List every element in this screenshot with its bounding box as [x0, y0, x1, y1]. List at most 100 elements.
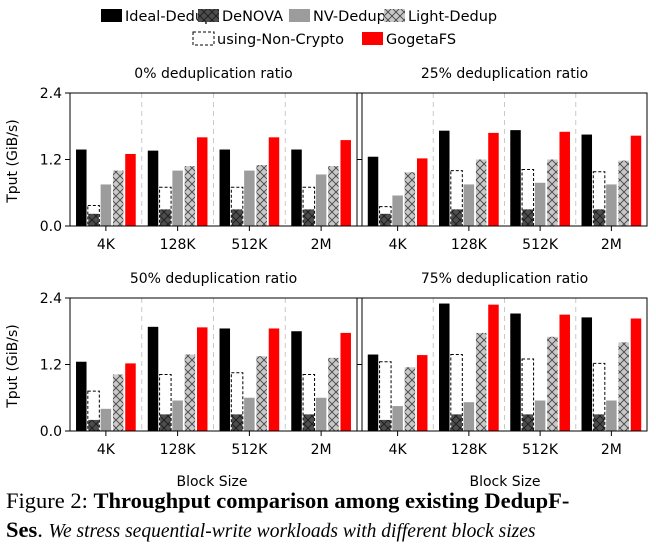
bar-nv-dedup-2m	[606, 184, 617, 226]
bar-ideal-dedup-512k	[219, 149, 231, 226]
y-axis-label: Tput (GiB/s)	[5, 119, 21, 204]
legend-swatch	[198, 9, 219, 22]
bar-nv-dedup-4k	[100, 184, 112, 226]
chart-panels: 0.0 1.2 2.4 4K 128K 512K 2M 0% deduplication ra…	[40, 66, 648, 458]
legend-entry-denova: DeNOVA	[198, 9, 283, 25]
bar-ideal-dedup-2m	[581, 317, 593, 431]
x-tick-label: 128K	[160, 237, 197, 253]
bar-light-dedup-2m	[618, 342, 629, 431]
x-tick-label: 4K	[97, 442, 116, 458]
bar-ideal-dedup-512k	[510, 313, 521, 431]
bar-gogetafs-512k	[268, 328, 280, 431]
x-tick-label: 128K	[451, 237, 488, 253]
bar-using-non-crypto-512k	[521, 358, 535, 432]
bar-light-dedup-4k	[112, 170, 124, 226]
bar-ideal-dedup-128k	[439, 130, 450, 226]
bar-light-dedup-128k	[184, 166, 196, 226]
bar-light-dedup-2m	[618, 160, 629, 226]
bar-light-dedup-4k	[404, 172, 416, 226]
panel-title: 50% deduplication ratio	[130, 271, 297, 287]
panel-25-deduplication-ratio: 4K 128K 512K 2M 25% deduplication ratio	[357, 66, 648, 253]
bar-denova-128k	[160, 209, 171, 227]
bar-ideal-dedup-4k	[367, 156, 379, 226]
bar-ideal-dedup-512k	[219, 328, 231, 431]
bar-nv-dedup-128k	[463, 184, 475, 226]
legend-swatch	[289, 9, 310, 22]
x-axis-label: Block Size	[176, 474, 247, 490]
panel-50-deduplication-ratio: 0.0 1.2 2.4 4K 128K 512K 2M 50% deduplication r…	[40, 271, 358, 458]
caption-note: We stress sequential-write workloads wit…	[48, 521, 536, 542]
bar-light-dedup-128k	[475, 159, 487, 226]
bar-gogetafs-2m	[630, 318, 642, 431]
panel-0-deduplication-ratio: 0.0 1.2 2.4 4K 128K 512K 2M 0% deduplication ra…	[40, 66, 358, 253]
bar-gogetafs-4k	[125, 153, 136, 226]
bar-light-dedup-2m	[328, 166, 339, 226]
legend-entry-light-dedup: Light-Dedup	[384, 9, 497, 25]
bar-denova-4k	[88, 419, 99, 431]
legend-label: GogetaFS	[386, 32, 456, 48]
bar-light-dedup-512k	[547, 336, 558, 431]
bar-denova-512k	[231, 414, 243, 432]
bar-gogetafs-4k	[125, 363, 136, 431]
x-tick-label: 512K	[522, 442, 559, 458]
bar-light-dedup-128k	[184, 354, 196, 431]
bar-nv-dedup-2m	[315, 174, 327, 226]
bar-light-dedup-512k	[256, 356, 267, 431]
x-axis-label: Block Size	[469, 474, 540, 490]
bar-using-non-crypto-128k	[450, 354, 463, 432]
bar-gogetafs-128k	[196, 327, 208, 431]
figure: Ideal-Dedup DeNOVA NV-Dedup Light-Dedup usin…	[5, 9, 648, 490]
x-tick-label: 2M	[311, 442, 332, 458]
bar-denova-128k	[160, 414, 171, 432]
bar-denova-2m	[303, 414, 315, 432]
bar-ideal-dedup-2m	[581, 134, 593, 226]
bar-using-non-crypto-128k	[159, 373, 172, 432]
bar-light-dedup-128k	[475, 332, 487, 431]
bar-gogetafs-128k	[488, 132, 499, 226]
legend-swatch	[362, 32, 383, 45]
legend-entry-ideal-dedup: Ideal-Dedup	[101, 9, 213, 25]
bar-gogetafs-4k	[416, 355, 428, 431]
bar-denova-4k	[380, 419, 391, 431]
bar-nv-dedup-128k	[172, 170, 183, 226]
y-tick-label: 0.0	[40, 424, 62, 440]
panel-title: 75% deduplication ratio	[421, 271, 588, 287]
panel-75-deduplication-ratio: 4K 128K 512K 2M 75% deduplication ratio	[357, 271, 648, 458]
bar-nv-dedup-128k	[172, 400, 183, 431]
x-tick-label: 128K	[451, 442, 488, 458]
bar-nv-dedup-2m	[606, 400, 617, 431]
bar-nv-dedup-512k	[534, 400, 546, 431]
bar-ideal-dedup-4k	[76, 149, 87, 226]
legend-swatch	[384, 9, 405, 22]
bar-nv-dedup-2m	[315, 397, 327, 431]
bar-light-dedup-4k	[404, 367, 416, 431]
legend-label: Light-Dedup	[408, 9, 497, 25]
legend-swatch	[192, 31, 215, 46]
bar-light-dedup-512k	[547, 159, 558, 226]
bar-ideal-dedup-128k	[147, 326, 159, 431]
bar-light-dedup-512k	[256, 165, 267, 226]
y-tick-label: 2.4	[40, 291, 62, 307]
y-tick-label: 0.0	[40, 219, 62, 235]
bar-light-dedup-2m	[328, 357, 339, 431]
caption-title: Throughput comparison among existing Ded…	[93, 488, 570, 513]
legend-label: DeNOVA	[222, 9, 283, 25]
bar-nv-dedup-512k	[244, 397, 255, 431]
bar-denova-128k	[451, 414, 462, 432]
y-axis-label: Tput (GiB/s)	[5, 324, 21, 409]
bar-nv-dedup-512k	[244, 170, 255, 226]
bar-nv-dedup-4k	[392, 195, 403, 226]
bar-denova-2m	[593, 209, 605, 227]
bar-denova-2m	[593, 414, 605, 432]
bar-denova-512k	[231, 209, 243, 227]
bar-nv-dedup-4k	[100, 408, 112, 431]
y-tick-label: 1.2	[40, 358, 62, 374]
x-tick-label: 2M	[601, 237, 622, 253]
bar-ideal-dedup-128k	[147, 150, 159, 226]
bar-light-dedup-4k	[112, 374, 124, 431]
legend-swatch	[101, 9, 122, 22]
panel-title: 0% deduplication ratio	[134, 66, 292, 82]
bar-using-non-crypto-2m	[302, 373, 316, 432]
bar-using-non-crypto-2m	[592, 362, 606, 432]
bar-nv-dedup-512k	[534, 182, 546, 226]
